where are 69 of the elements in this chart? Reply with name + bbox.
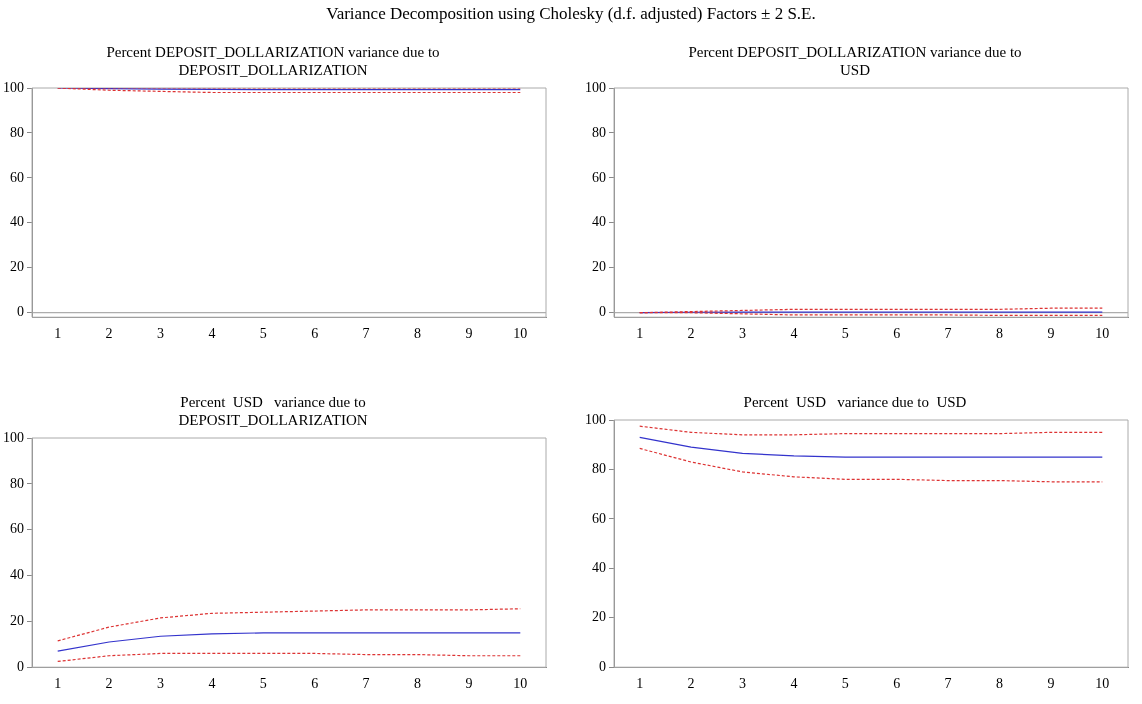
- y-tick-label: 0: [17, 658, 24, 674]
- x-tick-label: 1: [54, 326, 62, 342]
- x-tick-label: 9: [465, 676, 473, 692]
- x-tick-label: 3: [157, 326, 164, 342]
- x-tick-label: 9: [1047, 326, 1055, 342]
- x-tick-label: 2: [687, 676, 695, 692]
- y-tick-label: 100: [585, 79, 606, 95]
- x-tick-label: 6: [311, 326, 319, 342]
- y-tick-label: 80: [10, 475, 24, 491]
- x-tick-label: 5: [259, 326, 267, 342]
- chart-title: Percent DEPOSIT_DOLLARIZATION variance due to USD: [688, 43, 1022, 78]
- y-tick-label: 20: [10, 259, 24, 275]
- x-tick-label: 3: [739, 676, 746, 692]
- y-tick-label: 40: [592, 559, 606, 575]
- y-tick-label: 40: [10, 567, 24, 583]
- x-tick-label: 7: [944, 326, 952, 342]
- x-tick-label: 10: [1095, 326, 1110, 342]
- x-tick-label: 1: [636, 326, 644, 342]
- x-tick-label: 3: [157, 676, 164, 692]
- x-tick-label: 8: [414, 326, 421, 342]
- x-tick-label: 10: [513, 676, 528, 692]
- y-tick-label: 80: [592, 124, 606, 140]
- chart-title: Percent USD variance due to DEPOSIT_DOLLARIZATION: [178, 393, 368, 428]
- y-tick-label: 0: [599, 304, 606, 320]
- x-tick-label: 6: [893, 676, 901, 692]
- x-tick-label: 4: [208, 326, 216, 342]
- y-tick-label: 80: [10, 124, 24, 140]
- y-tick-label: 80: [592, 461, 606, 477]
- x-tick-label: 3: [739, 326, 746, 342]
- y-tick-label: 20: [592, 259, 606, 275]
- chart-title: Percent USD variance due to USD: [743, 393, 967, 410]
- x-tick-label: 10: [1095, 676, 1110, 692]
- x-tick-label: 8: [996, 676, 1003, 692]
- y-tick-label: 100: [585, 411, 606, 427]
- y-tick-label: 40: [10, 214, 24, 230]
- x-tick-label: 2: [687, 326, 695, 342]
- y-tick-label: 100: [3, 79, 24, 95]
- x-tick-label: 4: [790, 326, 798, 342]
- x-tick-label: 8: [414, 676, 421, 692]
- x-tick-label: 4: [790, 676, 798, 692]
- x-tick-label: 8: [996, 326, 1003, 342]
- x-tick-label: 5: [841, 326, 849, 342]
- y-tick-label: 60: [592, 169, 606, 185]
- y-tick-label: 100: [3, 429, 24, 445]
- x-tick-label: 7: [362, 676, 370, 692]
- x-tick-label: 5: [259, 676, 267, 692]
- x-tick-label: 4: [208, 676, 216, 692]
- chart-title: Percent DEPOSIT_DOLLARIZATION variance due to DEPOSIT_DOLLARIZATION: [106, 43, 440, 78]
- y-tick-label: 60: [10, 169, 24, 185]
- y-tick-label: 60: [592, 510, 606, 526]
- y-tick-label: 60: [10, 521, 24, 537]
- x-tick-label: 2: [105, 676, 113, 692]
- x-tick-label: 2: [105, 326, 113, 342]
- y-tick-label: 40: [592, 214, 606, 230]
- x-tick-label: 6: [893, 326, 901, 342]
- x-tick-label: 9: [1047, 676, 1055, 692]
- x-tick-label: 1: [636, 676, 644, 692]
- y-tick-label: 20: [592, 609, 606, 625]
- x-tick-label: 7: [944, 676, 952, 692]
- x-tick-label: 1: [54, 676, 62, 692]
- x-tick-label: 9: [465, 326, 473, 342]
- x-tick-label: 5: [841, 676, 849, 692]
- y-tick-label: 20: [10, 613, 24, 629]
- x-tick-label: 10: [513, 326, 528, 342]
- text: Variance Decomposition using Cholesky (d.f. adjusted) Factors ± 2 S.E.: [325, 4, 817, 24]
- x-tick-label: 7: [362, 326, 370, 342]
- y-tick-label: 0: [599, 658, 606, 674]
- y-tick-label: 0: [17, 304, 24, 320]
- x-tick-label: 6: [311, 676, 319, 692]
